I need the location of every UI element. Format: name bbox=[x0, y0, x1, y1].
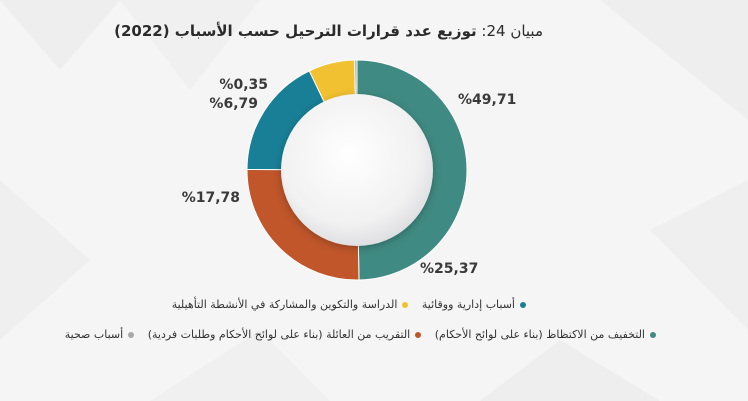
legend-label: التقريب من العائلة (بناء على لوائح الأحك… bbox=[147, 328, 411, 341]
legend-item-health: أسباب صحية bbox=[64, 328, 135, 341]
legend-dot bbox=[650, 332, 656, 338]
legend-dot bbox=[128, 332, 135, 338]
legend-item-admin: أسباب إدارية ووقائية bbox=[422, 298, 526, 311]
legend-label: أسباب صحية bbox=[64, 328, 124, 341]
donut-center bbox=[281, 94, 433, 246]
legend-item-overcrowding: التخفيف من الاكتظاظ (بناء على لوائح الأح… bbox=[435, 328, 656, 341]
legend-item-family: التقريب من العائلة (بناء على لوائح الأحك… bbox=[148, 328, 422, 341]
label-overcrowding: %49,71 bbox=[458, 92, 516, 108]
label-admin: %17,78 bbox=[182, 190, 240, 206]
legend-row-2: التخفيف من الاكتظاظ (بناء على لوائح الأح… bbox=[55, 328, 656, 341]
legend-item-study: الدراسة والتكوين والمشاركة في الأنشطة ال… bbox=[172, 298, 409, 311]
chart-title: مبيان 24: توزيع عدد قرارات الترحيل حسب ا… bbox=[114, 22, 543, 40]
legend-label: التخفيف من الاكتظاظ (بناء على لوائح الأح… bbox=[434, 328, 645, 341]
legend-label: الدراسة والتكوين والمشاركة في الأنشطة ال… bbox=[171, 298, 398, 311]
legend-dot bbox=[520, 302, 526, 308]
title-text: توزيع عدد قرارات الترحيل حسب الأسباب (20… bbox=[114, 22, 477, 40]
slice-health bbox=[354, 59, 358, 99]
label-health: %0,35 bbox=[219, 77, 268, 93]
label-study: %6,79 bbox=[209, 96, 258, 112]
legend-row-1: أسباب إدارية ووقائية الدراسة والتكوين وا… bbox=[162, 298, 526, 311]
legend-dot bbox=[415, 332, 422, 338]
label-family: %25,37 bbox=[420, 261, 478, 277]
legend-dot bbox=[402, 302, 409, 308]
legend-label: أسباب إدارية ووقائية bbox=[421, 298, 515, 311]
figure-label: مبيان 24: bbox=[481, 22, 543, 40]
